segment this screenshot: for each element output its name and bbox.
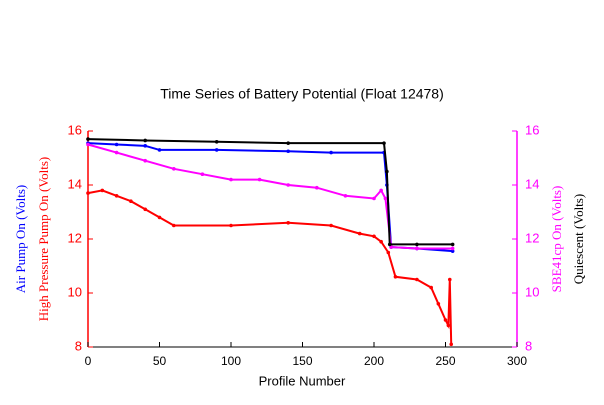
point [389,245,393,249]
point [447,277,452,282]
x-tick-label: 200 [364,354,384,368]
point [129,199,133,203]
point [86,142,90,147]
point [343,194,348,198]
x-tick-label: 300 [507,354,527,368]
point [379,239,383,244]
x-tick-label: 0 [85,354,92,368]
point [114,150,119,155]
y-tick-label: 12 [68,230,82,245]
series-line [87,138,453,246]
point [257,177,262,182]
axis-title: SBE41cp On (Volts) [549,186,564,293]
point [157,148,162,152]
y2-tick-label: 16 [525,122,539,137]
axis-title: Quiescent (Volts) [571,194,586,284]
y2-tick-label: 8 [525,338,532,353]
point [114,194,119,198]
point [450,246,455,251]
point [415,277,419,282]
y-tick-label: 10 [68,284,82,299]
point [157,215,162,220]
x-axis-label: Profile Number [259,373,346,388]
axis-title: High Pressure Pump On (Volts) [36,157,51,321]
point [450,249,455,253]
point [229,177,233,182]
point [286,183,291,187]
point [214,148,219,152]
point [329,150,333,155]
y2-tick-label: 14 [525,176,539,191]
point [450,242,455,247]
point [436,302,441,306]
point [114,142,119,147]
point [172,167,176,171]
y-tick-label: 8 [75,338,82,353]
axis-title: Air Pump On (Volts) [13,185,28,293]
point [429,285,434,290]
y-tick-label: 16 [68,122,82,137]
x-tick-label: 100 [221,354,241,368]
point [286,149,291,154]
point [449,342,454,347]
point [172,223,176,228]
point [329,223,333,228]
point [143,158,147,163]
point [143,207,147,212]
series-line [87,189,453,345]
point [385,169,389,174]
point [443,318,448,322]
point [383,196,388,201]
point [357,231,362,236]
point [386,250,391,255]
point [379,188,383,193]
point [214,140,219,144]
y2-tick-label: 12 [525,230,539,245]
point [446,323,451,328]
point [86,137,90,141]
point [86,191,90,195]
point [100,188,105,193]
point [415,242,419,247]
point [382,141,386,145]
point [393,275,398,279]
point [143,144,147,148]
point [415,246,419,251]
point [143,138,147,143]
series-line [87,143,453,250]
point [200,172,205,176]
point [315,185,319,190]
point [229,223,233,228]
x-tick-label: 250 [435,354,455,368]
y-tick-label: 14 [68,176,82,191]
x-tick-label: 50 [153,354,167,368]
y2-tick-label: 10 [525,284,539,299]
point [387,242,392,247]
point [286,221,291,225]
point [372,196,376,201]
point [286,141,291,145]
point [372,234,376,239]
x-tick-label: 150 [292,354,312,368]
chart-title: Time Series of Battery Potential (Float … [160,86,444,102]
